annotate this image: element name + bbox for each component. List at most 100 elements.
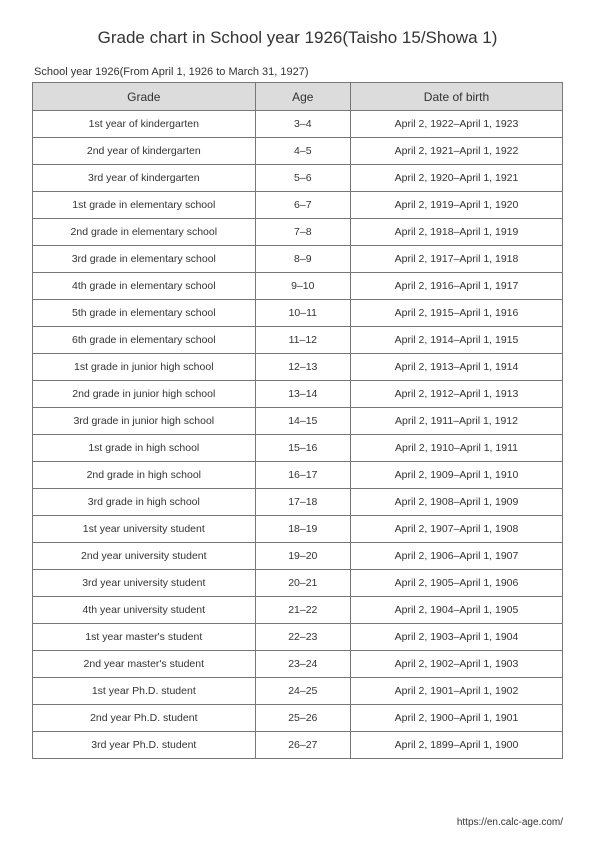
- cell-age: 20–21: [255, 570, 350, 597]
- cell-age: 11–12: [255, 327, 350, 354]
- cell-age: 19–20: [255, 543, 350, 570]
- cell-grade: 2nd year master's student: [33, 651, 256, 678]
- table-row: 4th grade in elementary school9–10April …: [33, 273, 563, 300]
- cell-grade: 1st year master's student: [33, 624, 256, 651]
- cell-grade: 4th year university student: [33, 597, 256, 624]
- cell-age: 15–16: [255, 435, 350, 462]
- cell-grade: 6th grade in elementary school: [33, 327, 256, 354]
- cell-dob: April 2, 1912–April 1, 1913: [350, 381, 562, 408]
- cell-grade: 1st year of kindergarten: [33, 111, 256, 138]
- table-row: 3rd grade in high school17–18April 2, 19…: [33, 489, 563, 516]
- cell-dob: April 2, 1899–April 1, 1900: [350, 732, 562, 759]
- page-title: Grade chart in School year 1926(Taisho 1…: [32, 28, 563, 48]
- cell-dob: April 2, 1921–April 1, 1922: [350, 138, 562, 165]
- cell-dob: April 2, 1911–April 1, 1912: [350, 408, 562, 435]
- cell-age: 22–23: [255, 624, 350, 651]
- col-header-grade: Grade: [33, 83, 256, 111]
- table-row: 3rd year university student20–21April 2,…: [33, 570, 563, 597]
- cell-dob: April 2, 1900–April 1, 1901: [350, 705, 562, 732]
- cell-age: 6–7: [255, 192, 350, 219]
- table-row: 2nd grade in junior high school13–14Apri…: [33, 381, 563, 408]
- table-row: 5th grade in elementary school10–11April…: [33, 300, 563, 327]
- cell-dob: April 2, 1913–April 1, 1914: [350, 354, 562, 381]
- table-row: 2nd year university student19–20April 2,…: [33, 543, 563, 570]
- cell-dob: April 2, 1917–April 1, 1918: [350, 246, 562, 273]
- cell-age: 18–19: [255, 516, 350, 543]
- table-row: 1st grade in high school15–16April 2, 19…: [33, 435, 563, 462]
- cell-age: 25–26: [255, 705, 350, 732]
- cell-dob: April 2, 1915–April 1, 1916: [350, 300, 562, 327]
- table-row: 1st grade in junior high school12–13Apri…: [33, 354, 563, 381]
- cell-grade: 5th grade in elementary school: [33, 300, 256, 327]
- table-row: 1st year university student18–19April 2,…: [33, 516, 563, 543]
- cell-age: 16–17: [255, 462, 350, 489]
- table-row: 3rd year Ph.D. student26–27April 2, 1899…: [33, 732, 563, 759]
- cell-age: 23–24: [255, 651, 350, 678]
- table-row: 1st year Ph.D. student24–25April 2, 1901…: [33, 678, 563, 705]
- cell-age: 9–10: [255, 273, 350, 300]
- table-row: 1st grade in elementary school6–7April 2…: [33, 192, 563, 219]
- table-row: 3rd year of kindergarten5–6April 2, 1920…: [33, 165, 563, 192]
- cell-age: 17–18: [255, 489, 350, 516]
- cell-grade: 1st year Ph.D. student: [33, 678, 256, 705]
- table-row: 2nd grade in elementary school7–8April 2…: [33, 219, 563, 246]
- cell-dob: April 2, 1916–April 1, 1917: [350, 273, 562, 300]
- cell-dob: April 2, 1902–April 1, 1903: [350, 651, 562, 678]
- table-row: 2nd grade in high school16–17April 2, 19…: [33, 462, 563, 489]
- table-row: 1st year master's student22–23April 2, 1…: [33, 624, 563, 651]
- cell-age: 14–15: [255, 408, 350, 435]
- cell-dob: April 2, 1919–April 1, 1920: [350, 192, 562, 219]
- cell-dob: April 2, 1910–April 1, 1911: [350, 435, 562, 462]
- table-row: 4th year university student21–22April 2,…: [33, 597, 563, 624]
- cell-grade: 3rd grade in high school: [33, 489, 256, 516]
- cell-dob: April 2, 1922–April 1, 1923: [350, 111, 562, 138]
- cell-dob: April 2, 1903–April 1, 1904: [350, 624, 562, 651]
- cell-dob: April 2, 1901–April 1, 1902: [350, 678, 562, 705]
- cell-grade: 3rd year university student: [33, 570, 256, 597]
- grade-chart-table: Grade Age Date of birth 1st year of kind…: [32, 82, 563, 759]
- table-row: 2nd year of kindergarten4–5April 2, 1921…: [33, 138, 563, 165]
- school-year-subtitle: School year 1926(From April 1, 1926 to M…: [32, 66, 563, 78]
- cell-dob: April 2, 1909–April 1, 1910: [350, 462, 562, 489]
- cell-age: 12–13: [255, 354, 350, 381]
- table-row: 2nd year Ph.D. student25–26April 2, 1900…: [33, 705, 563, 732]
- cell-grade: 1st year university student: [33, 516, 256, 543]
- cell-age: 8–9: [255, 246, 350, 273]
- cell-age: 24–25: [255, 678, 350, 705]
- col-header-dob: Date of birth: [350, 83, 562, 111]
- cell-age: 5–6: [255, 165, 350, 192]
- cell-age: 10–11: [255, 300, 350, 327]
- cell-grade: 2nd year Ph.D. student: [33, 705, 256, 732]
- cell-age: 21–22: [255, 597, 350, 624]
- cell-grade: 3rd year Ph.D. student: [33, 732, 256, 759]
- cell-grade: 2nd grade in high school: [33, 462, 256, 489]
- cell-grade: 2nd year university student: [33, 543, 256, 570]
- cell-grade: 1st grade in junior high school: [33, 354, 256, 381]
- footer-url: https://en.calc-age.com/: [457, 817, 563, 828]
- cell-grade: 3rd grade in elementary school: [33, 246, 256, 273]
- table-header-row: Grade Age Date of birth: [33, 83, 563, 111]
- cell-dob: April 2, 1906–April 1, 1907: [350, 543, 562, 570]
- cell-grade: 2nd grade in junior high school: [33, 381, 256, 408]
- table-row: 6th grade in elementary school11–12April…: [33, 327, 563, 354]
- cell-grade: 1st grade in elementary school: [33, 192, 256, 219]
- table-row: 3rd grade in junior high school14–15Apri…: [33, 408, 563, 435]
- cell-age: 4–5: [255, 138, 350, 165]
- table-row: 3rd grade in elementary school8–9April 2…: [33, 246, 563, 273]
- cell-age: 7–8: [255, 219, 350, 246]
- cell-dob: April 2, 1907–April 1, 1908: [350, 516, 562, 543]
- cell-age: 3–4: [255, 111, 350, 138]
- cell-dob: April 2, 1904–April 1, 1905: [350, 597, 562, 624]
- cell-dob: April 2, 1905–April 1, 1906: [350, 570, 562, 597]
- cell-grade: 3rd grade in junior high school: [33, 408, 256, 435]
- cell-grade: 1st grade in high school: [33, 435, 256, 462]
- cell-dob: April 2, 1920–April 1, 1921: [350, 165, 562, 192]
- table-row: 2nd year master's student23–24April 2, 1…: [33, 651, 563, 678]
- cell-age: 26–27: [255, 732, 350, 759]
- cell-age: 13–14: [255, 381, 350, 408]
- cell-grade: 4th grade in elementary school: [33, 273, 256, 300]
- cell-grade: 2nd year of kindergarten: [33, 138, 256, 165]
- cell-dob: April 2, 1914–April 1, 1915: [350, 327, 562, 354]
- cell-grade: 2nd grade in elementary school: [33, 219, 256, 246]
- col-header-age: Age: [255, 83, 350, 111]
